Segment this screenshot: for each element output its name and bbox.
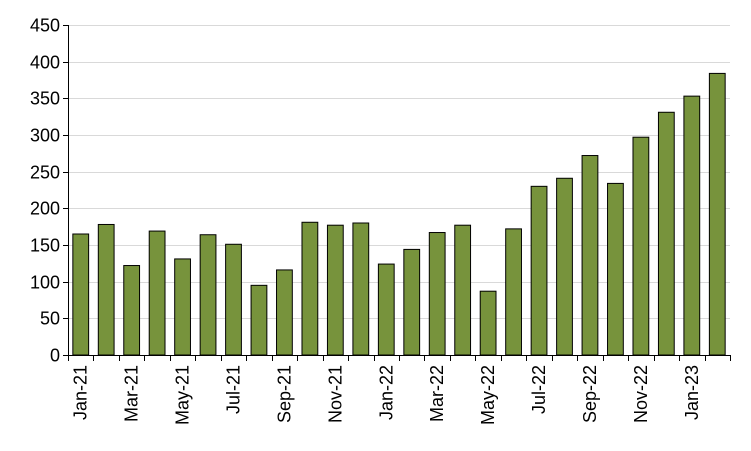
y-tick-label: 150 [30, 236, 60, 256]
x-tick-label: May-22 [478, 365, 498, 425]
bar-dec-21 [352, 222, 370, 356]
y-tick-label: 450 [30, 16, 60, 36]
bar-jul-22 [530, 185, 548, 356]
y-tick-label: 400 [30, 53, 60, 73]
axes [68, 25, 730, 356]
x-tick-label: Nov-21 [325, 365, 345, 423]
x-tick-label: Jul-22 [529, 365, 549, 414]
bar-dec-22 [657, 111, 675, 356]
bar-apr-21 [148, 230, 166, 356]
bar-sep-21 [276, 269, 293, 356]
y-tick-label: 250 [30, 163, 60, 183]
y-tick-label: 0 [50, 346, 60, 366]
bar-mar-21 [123, 265, 141, 356]
bar-jun-21 [199, 234, 217, 356]
bars [72, 72, 726, 356]
y-tick-label: 50 [40, 309, 60, 329]
bar-feb-21 [97, 223, 115, 356]
bar-oct-22 [607, 182, 624, 356]
y-tick-label: 100 [30, 273, 60, 293]
bar-feb-22 [403, 248, 421, 356]
x-axis-ticks: Jan-21 Mar-21 May-21 Jul-21 Sep-21 Nov-21 Jan-… [68, 355, 731, 425]
bar-jan-22 [377, 263, 395, 356]
bar-oct-21 [301, 221, 319, 356]
x-tick-label: Jul-21 [224, 365, 244, 414]
bar-aug-22 [556, 177, 573, 356]
bar-jul-21 [225, 243, 242, 356]
x-tick-label: Nov-22 [631, 365, 651, 423]
bar-apr-22 [454, 224, 472, 356]
bar-nov-22 [632, 136, 650, 356]
bar-jan-23 [683, 95, 701, 356]
bar-may-22 [479, 290, 497, 356]
bar-jun-22 [505, 228, 522, 356]
x-tick-label: Jan-21 [71, 365, 91, 420]
x-tick-label: Mar-22 [427, 365, 447, 422]
gridlines [68, 25, 730, 319]
y-axis-ticks: 0 50 100 150 200 250 300 350 400 450 [30, 16, 68, 366]
x-tick-label: Jan-23 [682, 365, 702, 420]
x-tick-label: Sep-22 [580, 365, 600, 423]
bar-jan-21 [72, 233, 90, 356]
x-tick-label: Mar-21 [122, 365, 142, 422]
x-tick-label: May-21 [173, 365, 193, 425]
bar-nov-21 [326, 224, 344, 356]
x-tick-label: Sep-21 [274, 365, 294, 423]
bar-mar-22 [428, 232, 446, 356]
y-tick-label: 350 [30, 89, 60, 109]
y-tick-label: 200 [30, 199, 60, 219]
bar-may-21 [174, 258, 191, 356]
bar-aug-21 [250, 284, 268, 356]
y-tick-label: 300 [30, 126, 60, 146]
x-tick-label: Jan-22 [376, 365, 396, 420]
bar-feb-23 [708, 72, 726, 356]
bar-sep-22 [581, 155, 599, 356]
